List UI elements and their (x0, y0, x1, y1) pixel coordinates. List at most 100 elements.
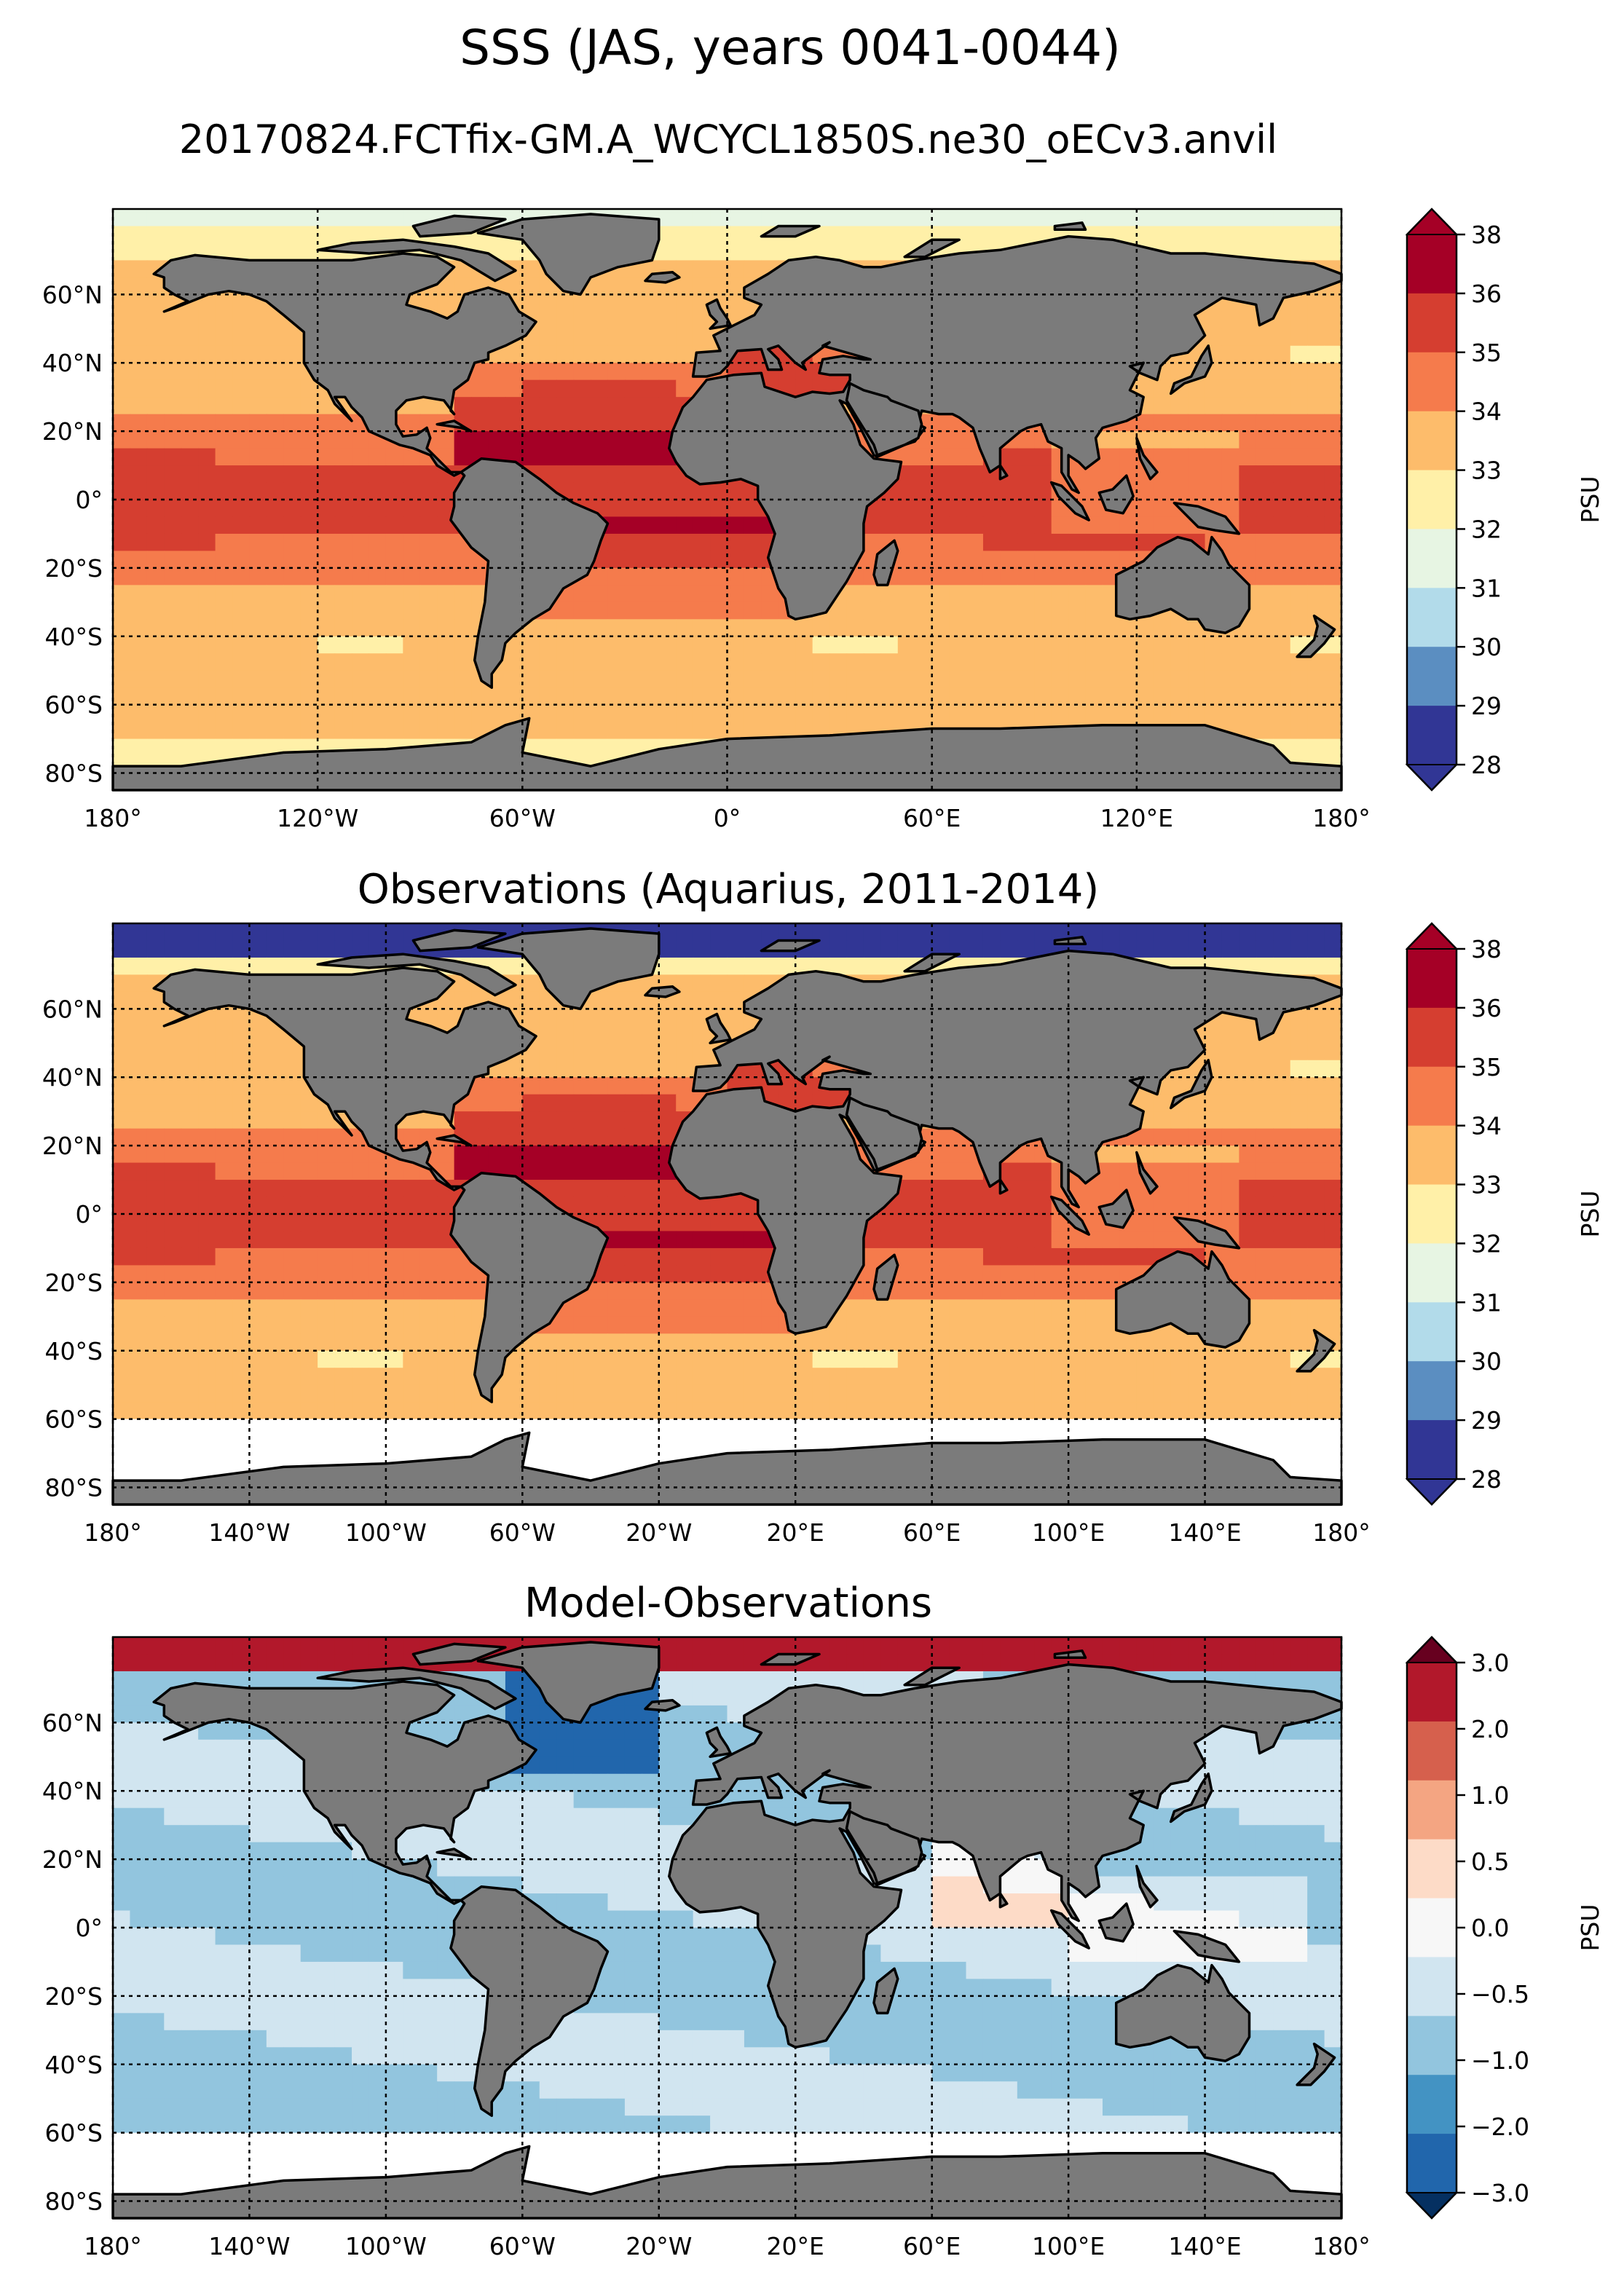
colorbar-tick-label: 3.0 (1471, 1649, 1509, 1677)
land-britain (705, 1726, 732, 1759)
colorbar-tick-label: 36 (1471, 994, 1502, 1022)
x-tick-label: 140°W (208, 2232, 290, 2260)
x-tick-label: 100°W (345, 2232, 427, 2260)
map-frame (111, 922, 1343, 1506)
x-tick-label: 20°E (767, 2232, 824, 2260)
land-severnaya (1053, 1649, 1087, 1659)
land-canadian-archipelago (316, 953, 517, 997)
colorbar-segment (1407, 588, 1457, 648)
colorbar-segment (1407, 234, 1457, 294)
y-tick-label: 40°S (45, 623, 103, 651)
colorbar-extend-max (1405, 208, 1459, 235)
colorbar-tick-label: 34 (1471, 1112, 1502, 1140)
land-philippines (1135, 1864, 1159, 1909)
land-canadian-archipelago (316, 1666, 517, 1711)
land-iceland (644, 1699, 681, 1712)
x-tick-label: 20°W (626, 2232, 692, 2260)
colorbar-tick-label: 36 (1471, 280, 1502, 308)
land-sumatra (1049, 1909, 1090, 1949)
x-tick-label: 140°W (208, 1518, 290, 1547)
x-tick-label: 180° (84, 2232, 142, 2260)
colorbar-tick-label: 28 (1471, 1465, 1502, 1494)
panel-model: 180° 120°W 60°W 0° 60°E 120°E 180° 60°N 40°N 20°N… (42, 208, 1604, 832)
colorbar-segment (1407, 1066, 1457, 1127)
colorbar-tick-label: 29 (1471, 692, 1502, 720)
y-tick-label: 20°N (42, 417, 103, 446)
land-madagascar (872, 539, 899, 587)
x-tick-label: 100°W (345, 1518, 427, 1547)
land-australia (1114, 1963, 1251, 2062)
land-iceland (644, 985, 681, 998)
colorbar-tick-label: −0.5 (1471, 1980, 1529, 2008)
land-arabia-fill (845, 1810, 923, 1885)
land-south-america (449, 1885, 610, 2117)
land-britain (705, 1012, 732, 1045)
colorbar: −3.0 −2.0 −1.0 −0.5 0.0 0.5 1.0 2.0 3.0 PSU (1405, 1636, 1604, 2220)
colorbar-label: PSU (1576, 1190, 1604, 1237)
colorbar-segment (1407, 529, 1457, 589)
colorbar-segment (1407, 1839, 1457, 1899)
colorbar-tick-label: −3.0 (1471, 2179, 1529, 2207)
y-tick-label: 40°N (42, 1777, 103, 1805)
land-new-guinea (1172, 1215, 1241, 1250)
land-sri-lanka (998, 1178, 1009, 1195)
x-tick-label: 60°E (903, 804, 961, 832)
y-tick-label: 40°S (45, 2051, 103, 2079)
x-tick-label: 60°E (903, 1518, 961, 1547)
y-tick-label: 20°N (42, 1132, 103, 1160)
land-severnaya (1053, 221, 1087, 231)
y-tick-label: 20°N (42, 1845, 103, 1874)
colorbar-tick-label: 35 (1471, 1053, 1502, 1081)
land-cuba (435, 1134, 473, 1147)
colorbar-label: PSU (1576, 476, 1604, 523)
land-ellesmere (411, 214, 507, 238)
land-sri-lanka (998, 1892, 1009, 1909)
land-north-america (152, 966, 537, 1191)
colorbar-tick-label: 29 (1471, 1406, 1502, 1435)
colorbar-tick-label: 33 (1471, 1171, 1502, 1199)
colorbar-segment (1407, 1780, 1457, 1840)
x-tick-label: 140°E (1168, 1518, 1241, 1547)
land-south-america (449, 1171, 610, 1403)
y-tick-label: 0° (76, 1914, 103, 1942)
colorbar-segment (1407, 1184, 1457, 1245)
colorbar-segment (1407, 470, 1457, 530)
x-tick-label: 20°W (626, 1518, 692, 1547)
colorbar-extend-max (1405, 922, 1459, 950)
y-tick-label: 20°S (45, 554, 103, 583)
colorbar-segment (1407, 1007, 1457, 1068)
land-cuba (435, 419, 473, 433)
land-arabia-fill (845, 1096, 923, 1171)
x-tick-label: 180° (1312, 1518, 1371, 1547)
colorbar-tick-label: −1.0 (1471, 2046, 1529, 2075)
colorbar-segment (1407, 1302, 1457, 1363)
colorbar-tick-label: 35 (1471, 339, 1502, 367)
panel-observations: 180° 140°W 100°W 60°W 20°W 20°E 60°E 100°E 140°E… (42, 866, 1604, 1547)
land-australia (1114, 1250, 1251, 1349)
colorbar-extend-min (1405, 2192, 1459, 2220)
land-new-guinea (1172, 1929, 1241, 1963)
colorbar: 28 29 30 31 32 33 34 35 36 38 PSU (1405, 208, 1604, 792)
land-philippines (1135, 436, 1159, 481)
land-ellesmere (411, 928, 507, 953)
colorbar-tick-label: 28 (1471, 751, 1502, 779)
colorbar-segment (1407, 1898, 1457, 1958)
colorbar-segment (1407, 1420, 1457, 1480)
land-svalbard (760, 1652, 821, 1666)
land-madagascar (872, 1253, 899, 1301)
y-tick-label: 80°S (45, 2188, 103, 2216)
colorbar-segment (1407, 1957, 1457, 2017)
colorbar-segment (1407, 1721, 1457, 1781)
x-tick-label: 180° (84, 804, 142, 832)
colorbar-segment (1407, 293, 1457, 353)
y-tick-label: 60°S (45, 2119, 103, 2148)
x-tick-label: 120°E (1100, 804, 1173, 832)
colorbar-segment (1407, 1125, 1457, 1186)
colorbar: 28 29 30 31 32 33 34 35 36 38 PSU (1405, 922, 1604, 1506)
land-arabia-fill (845, 382, 923, 457)
x-tick-label: 60°W (489, 1518, 556, 1547)
land-sri-lanka (998, 464, 1009, 481)
map-frame (111, 208, 1343, 792)
figure-subtitle: 20170824.FCTfix-GM.A_WCYCL1850S.ne30_oEC… (179, 117, 1277, 162)
colorbar-tick-label: −2.0 (1471, 2113, 1529, 2141)
